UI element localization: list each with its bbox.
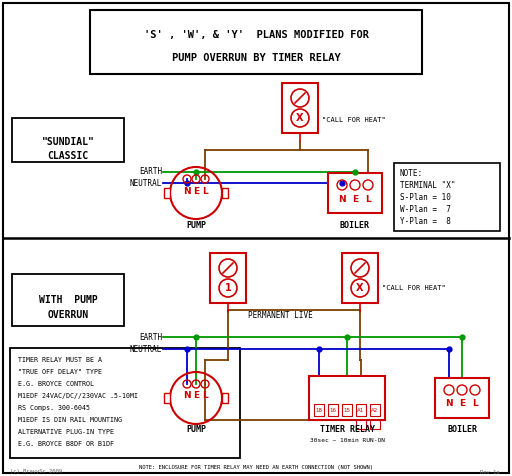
Text: E: E [352,195,358,204]
Text: L: L [365,195,371,204]
Bar [222,393,228,403]
Bar [370,404,380,416]
Text: "CALL FOR HEAT": "CALL FOR HEAT" [322,117,386,123]
Text: TERMINAL "X": TERMINAL "X" [400,181,456,190]
Text: NEUTRAL: NEUTRAL [130,178,162,188]
Text: L: L [202,391,208,400]
Text: A2: A2 [371,407,379,413]
Text: ALTERNATIVE PLUG-IN TYPE: ALTERNATIVE PLUG-IN TYPE [18,429,114,435]
Text: 18: 18 [315,407,323,413]
Text: Y-Plan =  8: Y-Plan = 8 [400,218,451,227]
Bar [314,404,324,416]
Text: "TRUE OFF DELAY" TYPE: "TRUE OFF DELAY" TYPE [18,369,102,375]
Bar [164,393,170,403]
Bar [328,173,382,213]
Text: PERMANENT LIVE: PERMANENT LIVE [248,310,312,319]
Text: N: N [338,195,346,204]
Text: M1EDF 24VAC/DC//230VAC .5-10MI: M1EDF 24VAC/DC//230VAC .5-10MI [18,393,138,399]
Bar [222,188,228,198]
Text: PUMP OVERRUN BY TIMER RELAY: PUMP OVERRUN BY TIMER RELAY [172,53,340,63]
Text: L: L [472,399,478,408]
Text: RS Comps. 300-6045: RS Comps. 300-6045 [18,405,90,411]
Text: X: X [296,113,304,123]
Text: 'S' , 'W', & 'Y'  PLANS MODIFIED FOR: 'S' , 'W', & 'Y' PLANS MODIFIED FOR [143,30,369,40]
Text: 1: 1 [225,283,231,293]
Text: W-Plan =  7: W-Plan = 7 [400,206,451,215]
Text: NEUTRAL: NEUTRAL [130,345,162,354]
Text: (c) BravySc 2009: (c) BravySc 2009 [10,469,62,475]
Text: PUMP: PUMP [186,426,206,435]
Bar [328,404,338,416]
Text: TIMER RELAY MUST BE A: TIMER RELAY MUST BE A [18,357,102,363]
Text: OVERRUN: OVERRUN [48,310,89,320]
Text: N: N [183,187,191,196]
Text: M1EDF IS DIN RAIL MOUNTING: M1EDF IS DIN RAIL MOUNTING [18,417,122,423]
Text: E: E [193,391,199,400]
Text: N: N [445,399,453,408]
Text: "SUNDIAL": "SUNDIAL" [41,137,94,147]
Text: E.G. BROYCE CONTROL: E.G. BROYCE CONTROL [18,381,94,387]
Text: E: E [193,187,199,196]
Bar [370,420,380,429]
Bar [342,404,352,416]
Text: "CALL FOR HEAT": "CALL FOR HEAT" [382,285,446,291]
Bar [356,420,366,429]
Text: Rev 1a: Rev 1a [480,469,500,475]
Text: NOTE: ENCLOSURE FOR TIMER RELAY MAY NEED AN EARTH CONNECTION (NOT SHOWN): NOTE: ENCLOSURE FOR TIMER RELAY MAY NEED… [139,465,373,469]
Text: N: N [183,391,191,400]
Text: 16: 16 [330,407,336,413]
Text: 30sec ~ 10min RUN-ON: 30sec ~ 10min RUN-ON [309,437,385,443]
Bar [309,376,385,420]
Bar [356,404,366,416]
Text: L: L [202,187,208,196]
Bar [164,188,170,198]
Text: CLASSIC: CLASSIC [48,151,89,161]
Text: PUMP: PUMP [186,220,206,229]
Bar [435,378,489,418]
Text: BOILER: BOILER [447,426,477,435]
Text: E.G. BROYCE B8DF OR B1DF: E.G. BROYCE B8DF OR B1DF [18,441,114,447]
Text: NOTE:: NOTE: [400,169,423,178]
Text: 15: 15 [344,407,351,413]
Bar [210,253,246,303]
Bar [12,118,124,162]
Bar [394,163,500,231]
Text: X: X [356,283,364,293]
Text: S-Plan = 10: S-Plan = 10 [400,194,451,202]
Text: E: E [459,399,465,408]
Bar [12,274,124,326]
Text: TIMER RELAY: TIMER RELAY [319,426,374,435]
Bar [10,348,240,458]
Bar [342,253,378,303]
Text: WITH  PUMP: WITH PUMP [38,295,97,305]
Text: BOILER: BOILER [340,220,370,229]
Text: A1: A1 [357,407,365,413]
Bar [90,10,422,74]
Text: EARTH: EARTH [139,333,162,341]
Text: EARTH: EARTH [139,168,162,177]
Bar [282,83,318,133]
